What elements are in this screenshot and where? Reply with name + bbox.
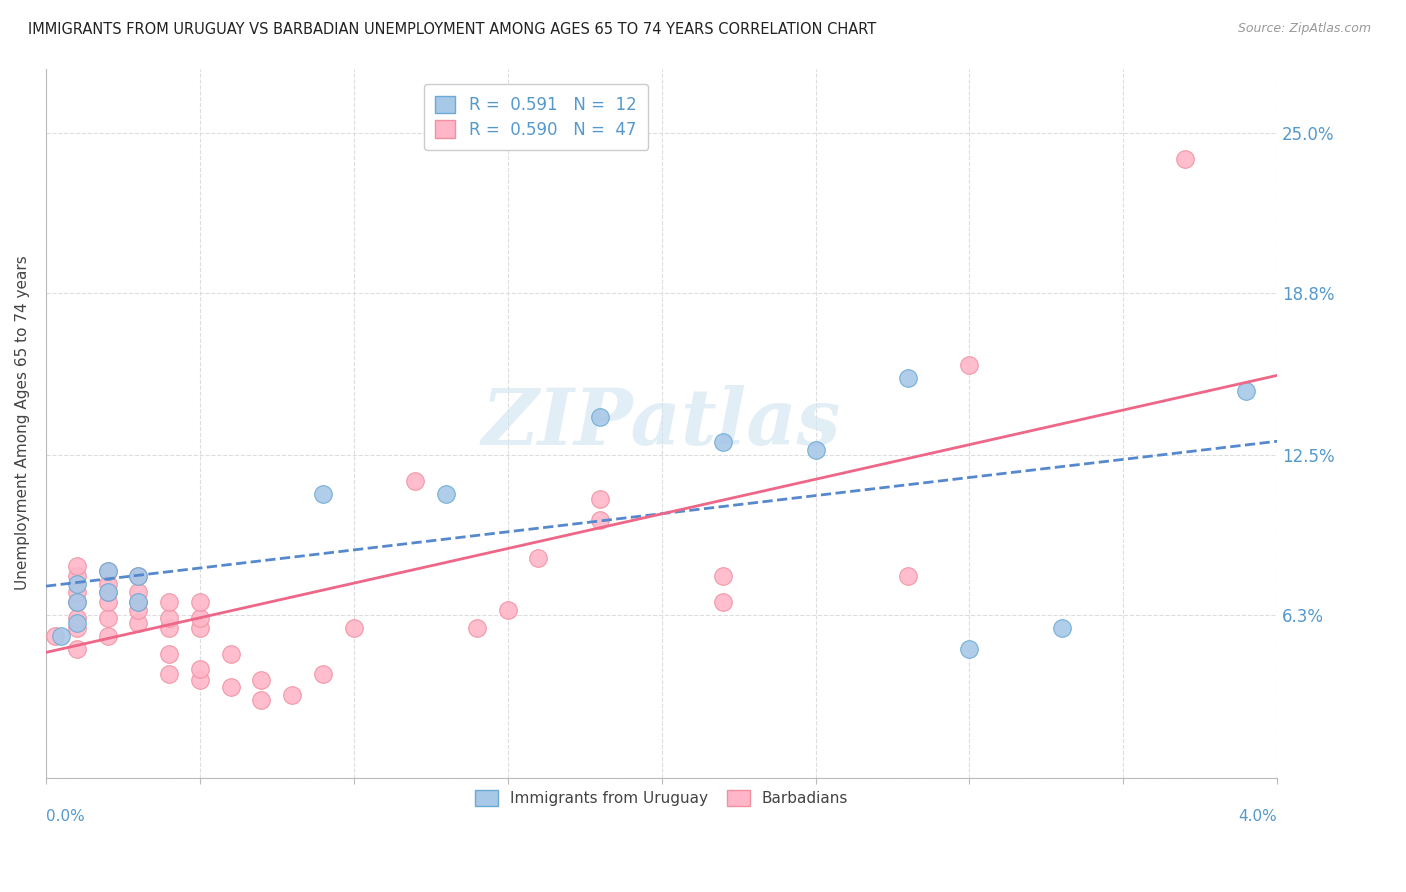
Point bbox=[66, 595, 89, 609]
Point bbox=[404, 474, 426, 488]
Point bbox=[96, 611, 118, 625]
Point bbox=[897, 569, 920, 583]
Y-axis label: Unemployment Among Ages 65 to 74 years: Unemployment Among Ages 65 to 74 years bbox=[15, 256, 30, 591]
Point bbox=[250, 693, 273, 707]
Point bbox=[66, 621, 89, 635]
Point bbox=[188, 611, 211, 625]
Legend: Immigrants from Uruguay, Barbadians: Immigrants from Uruguay, Barbadians bbox=[470, 784, 855, 813]
Point bbox=[127, 603, 149, 617]
Point bbox=[51, 629, 73, 643]
Point bbox=[66, 585, 89, 599]
Point bbox=[66, 569, 89, 583]
Point bbox=[188, 662, 211, 676]
Point bbox=[44, 629, 66, 643]
Point bbox=[281, 688, 304, 702]
Point bbox=[1174, 152, 1197, 166]
Text: IMMIGRANTS FROM URUGUAY VS BARBADIAN UNEMPLOYMENT AMONG AGES 65 TO 74 YEARS CORR: IMMIGRANTS FROM URUGUAY VS BARBADIAN UNE… bbox=[28, 22, 876, 37]
Point bbox=[804, 443, 827, 458]
Point bbox=[96, 577, 118, 591]
Point bbox=[188, 595, 211, 609]
Text: 0.0%: 0.0% bbox=[46, 809, 84, 824]
Point bbox=[897, 371, 920, 385]
Point bbox=[711, 595, 734, 609]
Point bbox=[157, 611, 180, 625]
Point bbox=[496, 603, 519, 617]
Point bbox=[127, 585, 149, 599]
Point bbox=[127, 615, 149, 630]
Point bbox=[589, 513, 612, 527]
Point bbox=[66, 641, 89, 656]
Point bbox=[1050, 621, 1073, 635]
Point bbox=[127, 595, 149, 609]
Point bbox=[96, 564, 118, 578]
Point bbox=[127, 595, 149, 609]
Point bbox=[66, 595, 89, 609]
Point bbox=[157, 621, 180, 635]
Point bbox=[589, 492, 612, 507]
Point bbox=[66, 611, 89, 625]
Point bbox=[434, 487, 457, 501]
Point bbox=[127, 569, 149, 583]
Point bbox=[312, 487, 335, 501]
Point bbox=[157, 667, 180, 681]
Point bbox=[465, 621, 488, 635]
Point bbox=[96, 629, 118, 643]
Point bbox=[589, 409, 612, 424]
Point bbox=[66, 577, 89, 591]
Point bbox=[312, 667, 335, 681]
Point bbox=[711, 569, 734, 583]
Point bbox=[96, 595, 118, 609]
Point bbox=[96, 585, 118, 599]
Point bbox=[188, 673, 211, 687]
Point bbox=[527, 551, 550, 566]
Point bbox=[219, 681, 242, 695]
Point bbox=[711, 435, 734, 450]
Point bbox=[343, 621, 366, 635]
Point bbox=[959, 641, 981, 656]
Point bbox=[66, 615, 89, 630]
Point bbox=[127, 569, 149, 583]
Text: 4.0%: 4.0% bbox=[1239, 809, 1277, 824]
Point bbox=[1236, 384, 1258, 398]
Point bbox=[96, 585, 118, 599]
Point bbox=[157, 647, 180, 661]
Point bbox=[188, 621, 211, 635]
Point bbox=[157, 595, 180, 609]
Point bbox=[96, 564, 118, 578]
Point bbox=[959, 358, 981, 372]
Point bbox=[250, 673, 273, 687]
Point bbox=[66, 559, 89, 574]
Point bbox=[219, 647, 242, 661]
Text: ZIPatlas: ZIPatlas bbox=[482, 384, 841, 461]
Text: Source: ZipAtlas.com: Source: ZipAtlas.com bbox=[1237, 22, 1371, 36]
